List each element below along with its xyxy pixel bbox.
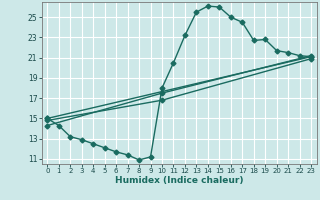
X-axis label: Humidex (Indice chaleur): Humidex (Indice chaleur)	[115, 176, 244, 185]
